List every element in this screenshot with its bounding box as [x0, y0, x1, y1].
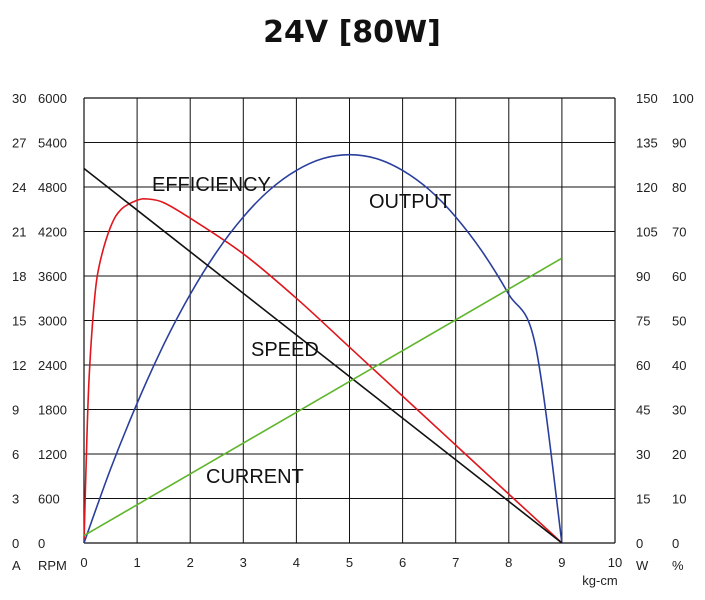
- grid: [83, 97, 616, 544]
- series-output-line: [83, 153, 563, 544]
- tick-label-efficiency: 50: [672, 314, 686, 329]
- tick-label-output: 0: [636, 536, 643, 551]
- tick-label-x: 6: [399, 555, 406, 570]
- x-axis-label: kg-cm: [582, 573, 617, 588]
- tick-label-speed: 600: [38, 492, 60, 507]
- tick-label-speed: 3000: [38, 314, 67, 329]
- tick-label-x: 8: [505, 555, 512, 570]
- tick-label-x: 0: [80, 555, 87, 570]
- tick-label-current: 15: [12, 314, 26, 329]
- tick-label-speed: 1800: [38, 403, 67, 418]
- tick-label-x: 10: [608, 555, 622, 570]
- curves: [83, 153, 563, 544]
- tick-label-efficiency: 20: [672, 447, 686, 462]
- tick-label-current: 3: [12, 492, 19, 507]
- series-output-label: OUTPUT: [369, 191, 451, 213]
- tick-label-speed: 0: [38, 536, 45, 551]
- tick-label-x: 5: [346, 555, 353, 570]
- tick-label-speed: 4800: [38, 180, 67, 195]
- axis-unit-speed: RPM: [38, 558, 67, 573]
- tick-label-output: 120: [636, 180, 658, 195]
- tick-label-output: 60: [636, 358, 650, 373]
- tick-label-speed: 6000: [38, 91, 67, 106]
- series-current-line: [83, 257, 563, 537]
- tick-label-output: 150: [636, 91, 658, 106]
- tick-label-efficiency: 80: [672, 180, 686, 195]
- tick-label-speed: 3600: [38, 269, 67, 284]
- axis-unit-current: A: [12, 558, 21, 573]
- tick-label-output: 75: [636, 314, 650, 329]
- tick-label-efficiency: 0: [672, 536, 679, 551]
- tick-label-current: 9: [12, 403, 19, 418]
- tick-label-current: 27: [12, 136, 26, 151]
- tick-label-x: 4: [293, 555, 300, 570]
- tick-label-current: 6: [12, 447, 19, 462]
- tick-label-current: 21: [12, 225, 26, 240]
- series-current-label: CURRENT: [206, 466, 304, 488]
- axis-unit-output: W: [636, 558, 649, 573]
- tick-label-output: 15: [636, 492, 650, 507]
- tick-label-speed: 4200: [38, 225, 67, 240]
- tick-label-x: 1: [133, 555, 140, 570]
- tick-label-current: 30: [12, 91, 26, 106]
- tick-label-efficiency: 70: [672, 225, 686, 240]
- tick-label-efficiency: 100: [672, 91, 694, 106]
- chart-title: 24V [80W]: [263, 15, 441, 50]
- tick-label-efficiency: 30: [672, 403, 686, 418]
- tick-label-output: 135: [636, 136, 658, 151]
- axis-ticks: 0369121518212427300600120018002400300036…: [12, 91, 694, 588]
- tick-label-output: 90: [636, 269, 650, 284]
- tick-label-current: 0: [12, 536, 19, 551]
- tick-label-efficiency: 40: [672, 358, 686, 373]
- tick-label-x: 3: [240, 555, 247, 570]
- tick-label-output: 105: [636, 225, 658, 240]
- tick-label-x: 7: [452, 555, 459, 570]
- series-speed-line: [83, 167, 563, 544]
- tick-label-efficiency: 60: [672, 269, 686, 284]
- tick-label-current: 24: [12, 180, 26, 195]
- tick-label-output: 45: [636, 403, 650, 418]
- axis-unit-efficiency: %: [672, 558, 684, 573]
- tick-label-current: 12: [12, 358, 26, 373]
- tick-label-speed: 1200: [38, 447, 67, 462]
- tick-label-speed: 5400: [38, 136, 67, 151]
- series-efficiency-line: [83, 197, 563, 544]
- tick-label-current: 18: [12, 269, 26, 284]
- series-speed-label: SPEED: [251, 339, 319, 361]
- tick-label-efficiency: 90: [672, 136, 686, 151]
- tick-label-output: 30: [636, 447, 650, 462]
- tick-label-x: 9: [558, 555, 565, 570]
- tick-label-efficiency: 10: [672, 492, 686, 507]
- series-efficiency-label: EFFICIENCY: [152, 174, 271, 196]
- tick-label-speed: 2400: [38, 358, 67, 373]
- tick-label-x: 2: [187, 555, 194, 570]
- curve-labels: EFFICIENCY OUTPUT SPEED CURRENT: [152, 174, 451, 488]
